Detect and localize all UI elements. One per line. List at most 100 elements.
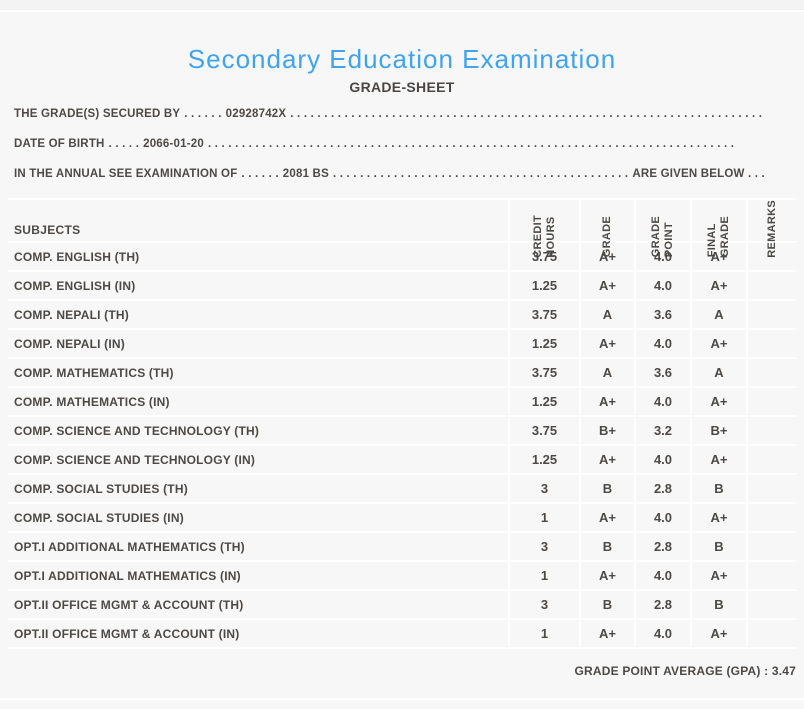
grade-point-cell: 4.0 (634, 272, 690, 299)
grade-point-cell: 2.8 (634, 475, 690, 502)
table-body: COMP. ENGLISH (TH) 3.75 A+ 4.0 A+ COMP. … (8, 243, 796, 649)
final-grade-cell: B+ (690, 417, 746, 444)
grade-cell: A+ (579, 620, 634, 647)
date-of-birth-line: DATE OF BIRTH . . . . . 2066-01-20 . . .… (8, 129, 796, 159)
candidate-info: THE GRADE(S) SECURED BY . . . . . . 0292… (8, 99, 796, 189)
table-row: COMP. SOCIAL STUDIES (IN) 1 A+ 4.0 A+ (8, 504, 796, 533)
grade-cell: A (579, 359, 634, 386)
page-title: Secondary Education Examination (187, 44, 617, 74)
date-of-birth-value: 2066-01-20 (143, 138, 204, 150)
grade-table: SUBJECTS CREDIT HOURS GRADE GRADE POINT … (8, 198, 796, 649)
remarks-cell (746, 417, 796, 444)
remarks-cell (746, 591, 796, 618)
grade-point-cell: 4.0 (634, 562, 690, 589)
dotted-leader: . . . . . . . . . . . . . . . . . . . . … (207, 138, 735, 150)
grade-point-cell: 4.0 (634, 620, 690, 647)
grade-label: GRADE (601, 216, 614, 258)
grade-cell: B+ (579, 417, 634, 444)
column-header-credit-hours: CREDIT HOURS (508, 200, 579, 260)
subject-cell: COMP. SOCIAL STUDIES (IN) (14, 510, 184, 525)
remarks-cell (746, 475, 796, 502)
grade-sheet-subtitle: GRADE-SHEET (349, 79, 455, 95)
grade-cell: A+ (579, 272, 634, 299)
remarks-cell (746, 620, 796, 647)
grade-point-cell: 4.0 (634, 504, 690, 531)
final-grade-cell: A+ (690, 446, 746, 473)
column-header-grade: GRADE (579, 200, 634, 260)
subject-cell: OPT.II OFFICE MGMT & ACCOUNT (IN) (14, 626, 240, 641)
credit-hours-cell: 3 (508, 591, 579, 618)
grade-cell: A+ (579, 330, 634, 357)
date-of-birth-label: DATE OF BIRTH (14, 138, 105, 150)
final-grade-cell: A+ (690, 330, 746, 357)
remarks-cell (746, 301, 796, 328)
credit-hours-cell: 1 (508, 620, 579, 647)
grade-cell: A+ (579, 562, 634, 589)
remarks-label: REMARKS (765, 200, 778, 258)
grade-point-cell: 3.2 (634, 417, 690, 444)
grade-cell: A+ (579, 388, 634, 415)
table-row: COMP. SCIENCE AND TECHNOLOGY (TH) 3.75 B… (8, 417, 796, 446)
credit-hours-cell: 1.25 (508, 272, 579, 299)
column-header-final-grade: FINAL GRADE (690, 200, 746, 260)
subject-cell: COMP. MATHEMATICS (TH) (14, 365, 174, 380)
grade-cell: A+ (579, 504, 634, 531)
grade-point-label: GRADE POINT (650, 216, 675, 258)
grade-point-cell: 3.6 (634, 301, 690, 328)
gpa-text: GRADE POINT AVERAGE (GPA) : 3.47 (574, 664, 796, 678)
examination-of-label: IN THE ANNUAL SEE EXAMINATION OF (14, 168, 238, 180)
column-header-grade-point: GRADE POINT (634, 200, 690, 260)
table-row: COMP. NEPALI (TH) 3.75 A 3.6 A (8, 301, 796, 330)
top-strip (0, 0, 804, 12)
credit-hours-cell: 3 (508, 475, 579, 502)
table-row: OPT.II OFFICE MGMT & ACCOUNT (IN) 1 A+ 4… (8, 620, 796, 649)
table-row: COMP. MATHEMATICS (TH) 3.75 A 3.6 A (8, 359, 796, 388)
subject-cell: COMP. SCIENCE AND TECHNOLOGY (TH) (14, 423, 260, 438)
final-grade-cell: A (690, 359, 746, 386)
subject-cell: COMP. NEPALI (TH) (14, 307, 129, 322)
grade-cell: B (579, 475, 634, 502)
column-header-subjects: SUBJECTS (14, 222, 81, 237)
examination-year-line: IN THE ANNUAL SEE EXAMINATION OF . . . .… (8, 159, 796, 189)
remarks-cell (746, 330, 796, 357)
final-grade-cell: B (690, 591, 746, 618)
subject-cell: COMP. MATHEMATICS (IN) (14, 394, 170, 409)
table-row: OPT.I ADDITIONAL MATHEMATICS (TH) 3 B 2.… (8, 533, 796, 562)
final-grade-cell: A+ (690, 388, 746, 415)
final-grade-label: FINAL GRADE (706, 216, 731, 258)
remarks-cell (746, 562, 796, 589)
credit-hours-cell: 1.25 (508, 388, 579, 415)
dotted-leader: . . . . . . (184, 108, 222, 120)
final-grade-cell: A+ (690, 620, 746, 647)
subject-cell: OPT.II OFFICE MGMT & ACCOUNT (TH) (14, 597, 244, 612)
credit-hours-cell: 1 (508, 504, 579, 531)
grade-cell: B (579, 591, 634, 618)
remarks-cell (746, 533, 796, 560)
grade-point-cell: 3.6 (634, 359, 690, 386)
grade-point-cell: 2.8 (634, 533, 690, 560)
credit-hours-cell: 1.25 (508, 446, 579, 473)
are-given-below-label: ARE GIVEN BELOW . . . (632, 168, 765, 180)
table-row: COMP. SCIENCE AND TECHNOLOGY (IN) 1.25 A… (8, 446, 796, 475)
remarks-cell (746, 359, 796, 386)
final-grade-cell: A+ (690, 272, 746, 299)
dotted-leader: . . . . . (108, 138, 140, 150)
subject-cell: COMP. ENGLISH (TH) (14, 249, 140, 264)
credit-hours-cell: 3.75 (508, 301, 579, 328)
subject-cell: OPT.I ADDITIONAL MATHEMATICS (IN) (14, 568, 241, 583)
subject-cell: COMP. ENGLISH (IN) (14, 278, 136, 293)
subject-cell: COMP. NEPALI (IN) (14, 336, 125, 351)
final-grade-cell: B (690, 475, 746, 502)
credit-hours-cell: 3 (508, 533, 579, 560)
symbol-number-value: 02928742X (225, 108, 287, 120)
remarks-cell (746, 504, 796, 531)
table-row: COMP. MATHEMATICS (IN) 1.25 A+ 4.0 A+ (8, 388, 796, 417)
final-grade-cell: B (690, 533, 746, 560)
remarks-cell (746, 388, 796, 415)
table-row: COMP. ENGLISH (IN) 1.25 A+ 4.0 A+ (8, 272, 796, 301)
final-grade-cell: A+ (690, 504, 746, 531)
credit-hours-label: CREDIT HOURS (531, 214, 557, 258)
grade-point-cell: 4.0 (634, 446, 690, 473)
credit-hours-cell: 3.75 (508, 359, 579, 386)
gpa-summary: GRADE POINT AVERAGE (GPA) : 3.47 (8, 657, 796, 685)
